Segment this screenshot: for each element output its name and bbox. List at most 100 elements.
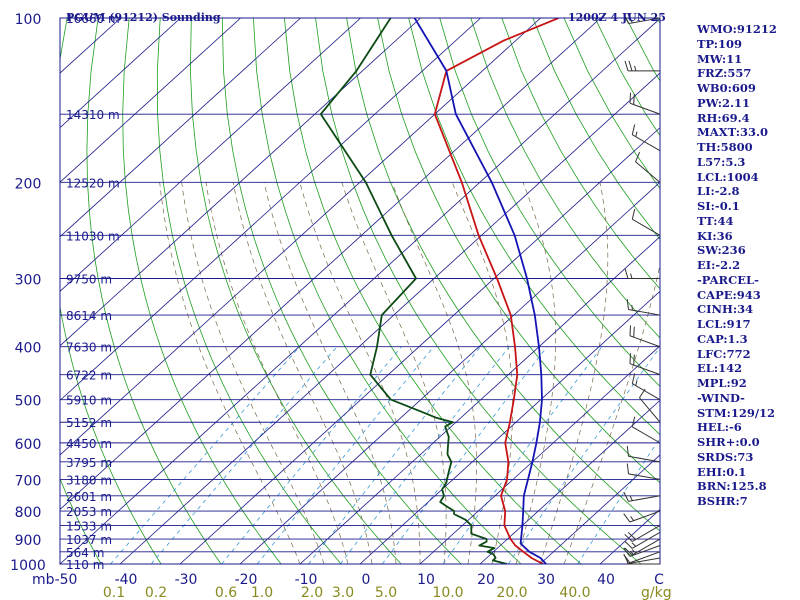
wind-barb-flag <box>623 547 631 557</box>
height-label: 2053 m <box>66 505 112 519</box>
height-label: 11030 m <box>66 229 120 243</box>
mixing-ratio-label: 10.0 <box>432 585 463 600</box>
height-label: 5910 m <box>66 394 112 408</box>
height-label: 12520 m <box>66 176 120 190</box>
grid-lines <box>60 18 660 564</box>
wind-barb-staff <box>629 335 661 348</box>
wind-barb <box>626 445 661 463</box>
moist-adiabat <box>205 182 349 564</box>
moist-adiabat <box>515 182 557 564</box>
temperature-tick-label: 30 <box>537 572 555 588</box>
index-item: CAPE:943 <box>697 287 761 302</box>
wind-barb <box>623 551 661 564</box>
index-item: LCL:1004 <box>697 169 759 184</box>
wind-barb <box>631 208 661 236</box>
index-item: SW:236 <box>697 243 746 258</box>
dry-adiabat <box>221 18 462 564</box>
index-item: HEL:-6 <box>697 420 742 435</box>
wind-barb-flag <box>626 463 629 474</box>
wind-barb-flag <box>628 60 633 72</box>
pressure-tick-label: 300 <box>15 273 42 289</box>
mixing-ratio-label: 0.2 <box>145 585 167 600</box>
temperature-tick-label: -40 <box>115 572 138 588</box>
mixing-ratio-label: 5.0 <box>375 585 397 600</box>
parcel-profile <box>413 18 547 564</box>
wind-barb-flag <box>623 513 631 523</box>
dry-adiabat <box>156 18 342 564</box>
index-item: TH:5800 <box>697 140 753 154</box>
height-label: 564 m <box>66 546 104 560</box>
pressure-tick-label: 700 <box>15 473 42 489</box>
isotherm <box>419 345 660 564</box>
isotherm <box>60 18 541 456</box>
wind-barb <box>623 13 661 25</box>
wind-barb-flag <box>623 14 629 24</box>
height-label: 9750 m <box>66 273 112 287</box>
wind-barb <box>631 373 661 401</box>
wind-barb-flag <box>626 445 629 457</box>
index-item: RH:69.4 <box>697 110 750 125</box>
moist-adiabat <box>159 182 301 564</box>
height-label: 3180 m <box>66 473 112 487</box>
height-label: 1533 m <box>66 519 112 533</box>
wind-barb-staff <box>628 557 661 565</box>
sounding-profiles <box>319 18 559 564</box>
wind-barb-flag <box>624 547 633 556</box>
wind-barb-staff <box>632 525 661 542</box>
wind-barb-staff <box>635 161 661 183</box>
mixing-ratio-line <box>507 346 660 564</box>
wind-barb-staff <box>632 134 661 152</box>
wind-barb-flag <box>624 540 633 549</box>
wind-barbs <box>623 13 661 565</box>
height-label: 6722 m <box>66 369 112 383</box>
wind-barb <box>631 416 661 444</box>
mixing-ratio-line <box>110 346 300 564</box>
index-item: PW:2.11 <box>697 95 751 110</box>
index-item: TP:109 <box>697 36 743 51</box>
wind-barb-flag <box>624 533 633 542</box>
pressure-tick-label: 1000 <box>10 558 46 574</box>
index-item: FRZ:557 <box>697 66 752 81</box>
wind-barb-flag <box>629 92 632 104</box>
wind-barb-staff <box>629 510 661 523</box>
dry-adiabat <box>189 18 402 564</box>
index-item: MPL:92 <box>697 376 747 390</box>
moist-adiabat <box>299 182 421 564</box>
wind-barb <box>624 268 660 280</box>
wind-barb-staff <box>629 363 661 376</box>
wind-barb-half-flag <box>630 516 635 521</box>
wind-barb-staff <box>628 17 661 25</box>
wind-barb-half-flag <box>629 495 633 501</box>
wind-barb <box>631 124 661 152</box>
wind-barb-half-flag <box>631 549 637 554</box>
wind-barb-flag <box>626 299 629 310</box>
wind-barb-staff <box>629 102 661 115</box>
wind-barb <box>623 510 661 523</box>
mixing-ratio-label: 0.1 <box>103 585 125 600</box>
mixing-ratio-label: 20.0 <box>496 585 527 600</box>
station-title: PGUM (91212) Sounding <box>66 11 221 24</box>
wind-barb <box>623 491 661 502</box>
isotherm <box>60 18 181 129</box>
wind-barb-flag <box>624 268 629 279</box>
mixing-ratio-label: 0.6 <box>215 585 237 600</box>
wind-barb-flag <box>631 416 636 427</box>
temperature-tick-label: -30 <box>175 572 198 588</box>
index-item: WB0:609 <box>697 81 756 95</box>
index-item: KI:36 <box>697 228 733 243</box>
wind-barb-flag <box>627 13 633 24</box>
pressure-tick-label: 600 <box>15 437 42 453</box>
mixing-ratio-label: 40.0 <box>559 585 590 600</box>
pressure-tick-label: 500 <box>15 394 42 410</box>
wind-barb-half-flag <box>635 380 638 386</box>
mixing-ratio-line <box>339 346 510 564</box>
index-item: -WIND- <box>697 390 745 405</box>
isotherm <box>359 290 660 564</box>
index-item: BRN:125.8 <box>697 479 767 494</box>
wind-barb-flag <box>629 353 632 364</box>
moist-adiabat <box>451 182 513 564</box>
wind-barb-staff <box>628 473 661 480</box>
temperature-tick-label: -10 <box>295 572 318 588</box>
index-item: WMO:91212 <box>697 22 777 36</box>
